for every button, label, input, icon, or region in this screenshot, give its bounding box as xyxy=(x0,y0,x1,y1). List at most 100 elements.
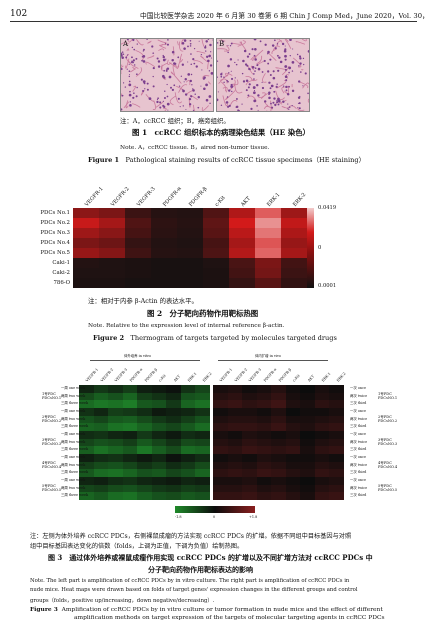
figure3-right-group-label: 2号PDC PDCsNO.2 xyxy=(378,415,398,424)
heatmap-cell xyxy=(180,408,196,416)
heatmap-cell xyxy=(122,400,138,409)
figure3-right-time-label: 三次 third xyxy=(350,447,367,452)
heatmap-cell xyxy=(213,446,228,455)
heatmap-cell xyxy=(271,392,287,401)
heatmap-cell xyxy=(271,454,287,462)
heatmap-cell xyxy=(122,477,138,485)
heatmap-cell xyxy=(271,484,287,493)
heatmap-cell xyxy=(79,461,94,470)
heatmap-cell xyxy=(151,477,167,485)
heatmap-cell xyxy=(166,446,182,455)
heatmap-cell xyxy=(137,385,153,393)
figure2-row-label: PDCs No.5 xyxy=(40,250,70,256)
heatmap-cell xyxy=(314,477,330,485)
heatmap-cell xyxy=(242,492,257,501)
heatmap-cell xyxy=(255,248,282,259)
heatmap-cell xyxy=(285,477,301,485)
heatmap-cell xyxy=(195,385,211,393)
heatmap-cell xyxy=(108,438,123,447)
heatmap-cell xyxy=(177,218,204,229)
heatmap-cell xyxy=(281,238,308,249)
heatmap-cell xyxy=(285,454,301,462)
heatmap-cell xyxy=(108,392,123,401)
heatmap-cell xyxy=(195,461,211,470)
heatmap-cell xyxy=(79,446,94,455)
heatmap-cell xyxy=(151,446,167,455)
heatmap-cell xyxy=(314,446,330,455)
figure3-right-time-label: 两次 twice xyxy=(350,439,368,444)
heatmap-cell xyxy=(137,461,153,470)
heatmap-cell xyxy=(300,438,316,447)
figure3-right-time-label: 两次 twice xyxy=(350,416,368,421)
heatmap-cell xyxy=(137,477,153,485)
heatmap-cell xyxy=(242,484,257,493)
heatmap-cell xyxy=(93,400,109,409)
heatmap-cell xyxy=(227,469,243,478)
heatmap-cell xyxy=(285,423,301,432)
heatmap-cell xyxy=(151,385,167,393)
figure2-caption-en-text: Thermogram of targets targeted by molecu… xyxy=(130,334,337,342)
figure3-left-time-label: 两周 two week xyxy=(61,462,86,467)
heatmap-cell xyxy=(151,258,178,269)
heatmap-cell xyxy=(227,446,243,455)
heatmap-cell xyxy=(122,469,138,478)
histology-image-a xyxy=(121,39,213,111)
figure1-caption-en-label: Figure 1 xyxy=(88,156,120,164)
heatmap-cell xyxy=(314,392,330,401)
heatmap-cell xyxy=(256,431,272,439)
heatmap-cell xyxy=(99,228,126,239)
figure3-left-time-label: 一周 one week xyxy=(61,455,86,459)
heatmap-cell xyxy=(79,469,94,478)
heatmap-cell xyxy=(203,268,230,279)
figure3-right-group-label: 4号PDC PDCsNO.4 xyxy=(378,461,398,470)
heatmap-cell xyxy=(122,454,138,462)
figure3-right-time-label: 一次 once xyxy=(350,478,366,482)
figure3-column-label: PDGFR-β xyxy=(277,367,292,383)
heatmap-cell xyxy=(99,238,126,249)
heatmap-cell xyxy=(281,228,308,239)
figure2-column-label: ERK-1 xyxy=(266,191,282,209)
heatmap-cell xyxy=(300,461,316,470)
heatmap-cell xyxy=(93,461,109,470)
heatmap-cell xyxy=(271,461,287,470)
heatmap-cell xyxy=(151,408,167,416)
heatmap-cell xyxy=(195,492,211,501)
header-rule xyxy=(10,21,417,22)
heatmap-cell xyxy=(79,408,94,416)
heatmap-cell xyxy=(166,492,182,501)
heatmap-cell xyxy=(137,408,153,416)
heatmap-cell xyxy=(93,438,109,447)
heatmap-cell xyxy=(125,208,152,219)
figure2-column-label: PDGFR-β xyxy=(188,186,209,209)
heatmap-cell xyxy=(108,492,123,501)
figure3-column-label: ERK-1 xyxy=(187,371,198,383)
heatmap-cell xyxy=(195,477,211,485)
heatmap-cell xyxy=(227,423,243,432)
heatmap-cell xyxy=(180,415,196,424)
heatmap-cell xyxy=(166,423,182,432)
heatmap-cell xyxy=(300,408,316,416)
heatmap-cell xyxy=(229,238,256,249)
heatmap-cell xyxy=(300,392,316,401)
heatmap-cell xyxy=(229,218,256,229)
figure3-left-time-label: 两周 two week xyxy=(61,439,86,444)
heatmap-cell xyxy=(329,469,345,478)
heatmap-cell xyxy=(203,218,230,229)
figure3-left-time-label: 三周 three week xyxy=(61,424,89,429)
heatmap-cell xyxy=(285,492,301,501)
heatmap-cell xyxy=(256,400,272,409)
heatmap-cell xyxy=(195,431,211,439)
heatmap-cell xyxy=(122,385,138,393)
heatmap-cell xyxy=(151,492,167,501)
heatmap-cell xyxy=(242,461,257,470)
heatmap-cell xyxy=(93,408,109,416)
heatmap-cell xyxy=(314,415,330,424)
heatmap-cell xyxy=(285,415,301,424)
heatmap-cell xyxy=(329,484,345,493)
heatmap-cell xyxy=(314,454,330,462)
heatmap-cell xyxy=(213,423,228,432)
heatmap-cell xyxy=(242,477,257,485)
heatmap-cell xyxy=(151,208,178,219)
heatmap-cell xyxy=(125,228,152,239)
heatmap-cell xyxy=(151,438,167,447)
